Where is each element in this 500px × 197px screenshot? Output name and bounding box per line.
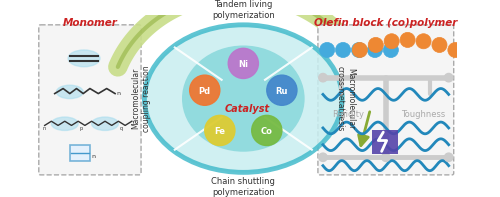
Circle shape <box>228 48 258 78</box>
Bar <box>372 130 398 154</box>
Circle shape <box>352 42 368 58</box>
Circle shape <box>368 37 384 52</box>
FancyBboxPatch shape <box>318 25 454 175</box>
Text: n: n <box>92 154 96 159</box>
Circle shape <box>432 37 447 52</box>
Circle shape <box>444 153 453 162</box>
Circle shape <box>384 42 398 58</box>
Ellipse shape <box>68 50 100 67</box>
Text: Macromolecular
cross-metathesis: Macromolecular cross-metathesis <box>336 66 355 131</box>
Text: Pd: Pd <box>198 86 211 96</box>
Text: Chain shuttling
polymerization: Chain shuttling polymerization <box>212 177 276 197</box>
Text: Macromolecular
coupling reaction: Macromolecular coupling reaction <box>132 65 151 132</box>
Circle shape <box>205 115 235 146</box>
Circle shape <box>368 42 382 58</box>
Circle shape <box>384 34 399 49</box>
Bar <box>70 145 90 162</box>
Text: Tandem living
polymerization: Tandem living polymerization <box>212 0 274 20</box>
Circle shape <box>400 32 415 47</box>
Circle shape <box>352 42 366 58</box>
Circle shape <box>190 75 220 105</box>
Circle shape <box>448 42 463 58</box>
Circle shape <box>416 34 431 49</box>
Text: Fe: Fe <box>214 127 226 136</box>
Text: Catalyst: Catalyst <box>225 104 270 114</box>
Circle shape <box>319 73 327 82</box>
Ellipse shape <box>56 85 83 99</box>
Circle shape <box>444 73 453 82</box>
Text: Olefin block (co)polymer: Olefin block (co)polymer <box>314 18 458 28</box>
Ellipse shape <box>144 25 342 172</box>
FancyBboxPatch shape <box>39 25 141 175</box>
Circle shape <box>336 42 350 58</box>
Ellipse shape <box>92 117 118 130</box>
Text: p: p <box>79 126 82 131</box>
Text: n: n <box>116 91 120 96</box>
Ellipse shape <box>52 117 78 130</box>
Text: Ru: Ru <box>276 86 288 96</box>
Circle shape <box>319 153 327 162</box>
Circle shape <box>267 75 297 105</box>
Text: Co: Co <box>261 127 272 136</box>
Text: Rigidity: Rigidity <box>332 110 364 119</box>
Text: Ni: Ni <box>238 60 248 69</box>
Circle shape <box>382 153 390 162</box>
Text: n: n <box>42 126 45 131</box>
Text: Toughness: Toughness <box>402 110 446 119</box>
Circle shape <box>320 42 334 58</box>
Text: q: q <box>120 126 122 131</box>
Circle shape <box>252 115 282 146</box>
Text: Monomer: Monomer <box>62 18 118 28</box>
Ellipse shape <box>182 46 304 152</box>
